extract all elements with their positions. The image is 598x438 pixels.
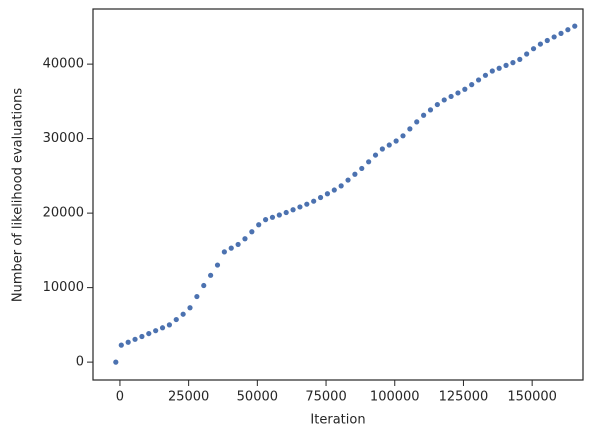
point <box>421 112 427 118</box>
point <box>146 330 152 337</box>
point <box>125 339 131 345</box>
point <box>372 152 379 158</box>
x-axis-label: Iteration <box>310 413 365 428</box>
point <box>113 359 119 365</box>
point <box>276 212 282 218</box>
y-tick-label: 20000 <box>43 206 84 221</box>
point <box>311 198 317 204</box>
point <box>345 177 351 183</box>
y-tick-label: 40000 <box>43 57 84 72</box>
point <box>338 183 344 189</box>
point <box>180 311 186 317</box>
x-tick-label: 100000 <box>370 390 420 405</box>
point <box>221 249 227 255</box>
x-tick-label: 25000 <box>168 390 209 405</box>
point <box>304 201 310 207</box>
point <box>558 30 564 36</box>
y-tick-label: 10000 <box>43 280 84 295</box>
point <box>414 119 420 125</box>
point <box>572 23 578 29</box>
point <box>201 282 207 289</box>
point <box>489 68 495 74</box>
point <box>496 65 502 71</box>
point <box>235 241 241 248</box>
point <box>482 72 489 78</box>
point <box>324 191 331 197</box>
point <box>290 207 296 213</box>
point <box>524 51 530 57</box>
point <box>462 86 468 92</box>
point <box>173 316 179 323</box>
point <box>228 245 234 251</box>
point <box>537 41 544 47</box>
point <box>530 46 537 52</box>
point <box>386 142 392 148</box>
point <box>297 204 303 210</box>
point <box>194 293 200 300</box>
x-tick-label: 75000 <box>305 390 346 405</box>
point <box>118 342 124 348</box>
point <box>262 217 269 223</box>
point <box>510 60 516 66</box>
x-tick-label: 150000 <box>507 390 557 405</box>
point <box>434 101 440 108</box>
point <box>366 159 372 165</box>
point <box>331 187 337 193</box>
point <box>317 194 324 201</box>
point <box>249 229 255 235</box>
point <box>359 165 365 172</box>
point <box>469 82 475 88</box>
x-tick-label: 0 <box>116 390 124 405</box>
point <box>153 328 159 334</box>
point <box>208 272 214 278</box>
point <box>132 336 138 342</box>
point <box>242 236 248 242</box>
point <box>517 56 523 62</box>
point <box>393 138 399 144</box>
point <box>269 214 276 220</box>
point <box>448 93 454 100</box>
point <box>455 90 461 96</box>
point <box>441 97 447 103</box>
point <box>187 305 193 311</box>
y-tick-label: 30000 <box>43 131 84 146</box>
point <box>551 34 557 40</box>
y-axis-label: Number of likelihood evaluations <box>11 88 26 302</box>
point <box>427 107 434 113</box>
point <box>565 27 571 33</box>
x-tick-label: 125000 <box>439 390 489 405</box>
point <box>166 322 172 328</box>
point <box>256 222 262 228</box>
point <box>352 171 358 177</box>
plot-frame <box>92 8 584 381</box>
y-tick-label: 0 <box>76 355 84 370</box>
point <box>139 333 145 340</box>
point <box>475 77 482 83</box>
point <box>544 37 550 44</box>
point <box>400 133 406 139</box>
point <box>407 126 413 132</box>
point <box>379 146 385 152</box>
point <box>159 325 166 331</box>
point <box>283 209 289 216</box>
x-tick-label: 50000 <box>237 390 278 405</box>
point <box>214 262 221 268</box>
point <box>503 62 509 68</box>
